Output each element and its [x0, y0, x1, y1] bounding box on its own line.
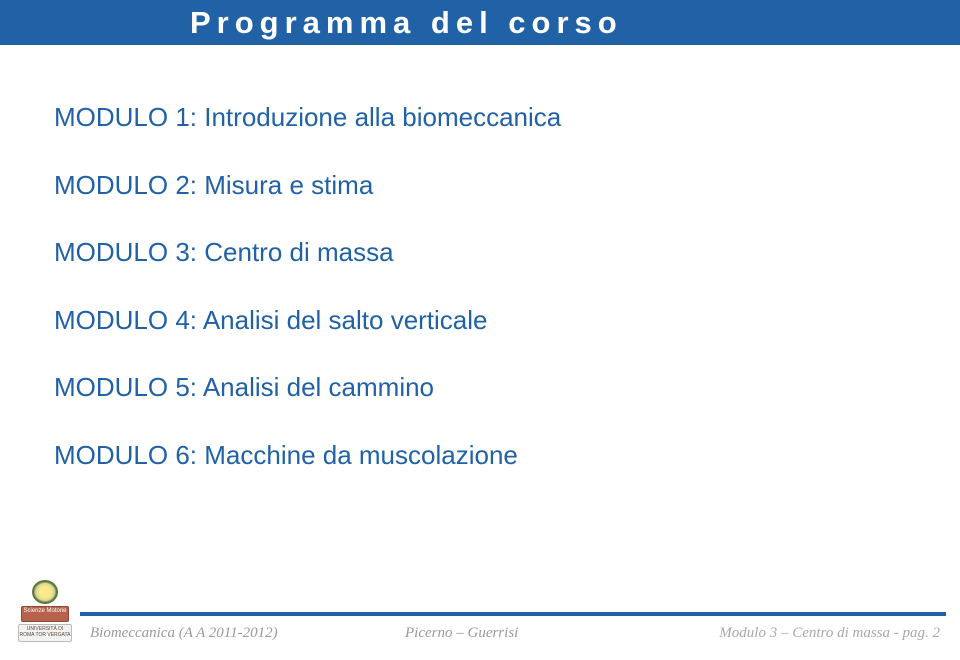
- module-line: MODULO 4: Analisi del salto verticale: [54, 300, 916, 342]
- slide-title: Programma del corso: [190, 5, 623, 41]
- slide-content: MODULO 1: Introduzione alla biomeccanica…: [0, 45, 960, 477]
- module-line: MODULO 3: Centro di massa: [54, 232, 916, 274]
- module-line: MODULO 5: Analisi del cammino: [54, 367, 916, 409]
- footer-center: Picerno – Guerrisi: [405, 624, 518, 642]
- slide-footer: Biomeccanica (A A 2011-2012) Picerno – G…: [0, 620, 960, 660]
- footer-rule: [0, 612, 960, 616]
- module-line: MODULO 1: Introduzione alla biomeccanica: [54, 97, 916, 139]
- footer-right: Modulo 3 – Centro di massa - pag. 2: [719, 624, 940, 642]
- module-line: MODULO 6: Macchine da muscolazione: [54, 435, 916, 477]
- module-line: MODULO 2: Misura e stima: [54, 165, 916, 207]
- footer-left: Biomeccanica (A A 2011-2012): [90, 624, 278, 642]
- title-bar: Programma del corso: [0, 0, 960, 45]
- logo-seal-icon: [32, 580, 58, 604]
